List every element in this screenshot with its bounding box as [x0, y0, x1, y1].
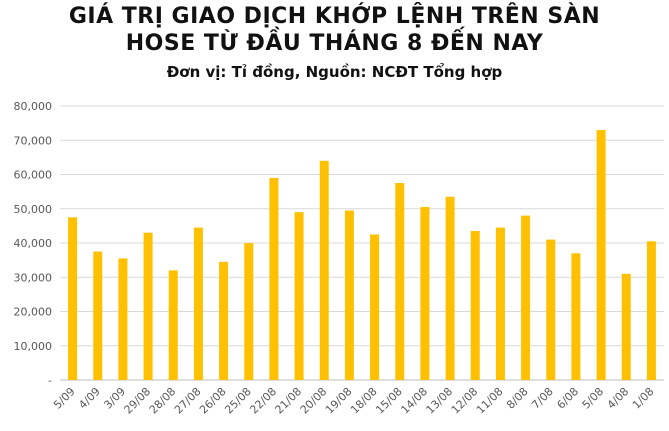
x-tick-label: 8/08 [504, 385, 531, 412]
y-axis-tick-labels: - 10,000 20,000 30,000 40,000 50,000 60,000 70,… [14, 100, 53, 387]
x-tick-label: 15/08 [373, 385, 405, 417]
bar [420, 207, 430, 380]
bar [495, 227, 505, 380]
chart-subtitle: Đơn vị: Tỉ đồng, Nguồn: NCĐT Tổng hợp [166, 63, 503, 81]
bar [93, 251, 103, 380]
bar [269, 177, 279, 380]
bar [470, 231, 480, 380]
y-tick-label: 10,000 [14, 340, 53, 353]
x-tick-label: 13/08 [424, 385, 456, 417]
bars [68, 129, 656, 380]
bar [621, 273, 631, 380]
bar [445, 196, 455, 380]
bar [168, 270, 178, 380]
bar [521, 215, 531, 380]
x-tick-label: 26/08 [197, 385, 229, 417]
bar [646, 241, 656, 380]
x-tick-label: 25/08 [222, 385, 254, 417]
bar [395, 183, 405, 380]
bar [143, 232, 153, 380]
y-tick-label: 60,000 [14, 169, 53, 182]
bar [344, 210, 354, 380]
chart-title-line2: HOSE TỪ ĐẦU THÁNG 8 ĐẾN NAY [125, 31, 544, 56]
chart-title-line1: GIÁ TRỊ GIAO DỊCH KHỚP LỆNH TRÊN SÀN [68, 4, 601, 29]
y-tick-label: 30,000 [14, 271, 53, 284]
bar [68, 217, 78, 380]
x-tick-label: 4/08 [605, 385, 632, 412]
y-tick-label: 20,000 [14, 306, 53, 319]
bar [118, 258, 128, 380]
bar [294, 212, 304, 380]
x-tick-label: 7/08 [529, 385, 556, 412]
bar [244, 243, 254, 380]
bar [370, 234, 380, 380]
y-tick-label: 70,000 [14, 134, 53, 147]
x-tick-label: 4/09 [76, 385, 103, 412]
x-tick-label: 11/08 [474, 385, 506, 417]
y-tick-label: 40,000 [14, 237, 53, 250]
bar [596, 129, 606, 380]
x-tick-label: 14/08 [398, 385, 430, 417]
x-tick-label: 22/08 [247, 385, 279, 417]
gridlines [60, 105, 664, 381]
x-tick-label: 1/08 [630, 385, 657, 412]
x-tick-label: 27/08 [172, 385, 204, 417]
x-tick-label: 29/08 [122, 385, 154, 417]
x-tick-label: 18/08 [348, 385, 380, 417]
x-tick-label: 21/08 [273, 385, 305, 417]
x-tick-label: 28/08 [147, 385, 179, 417]
bar [571, 253, 581, 380]
bar [193, 227, 203, 380]
y-tick-label: 50,000 [14, 203, 53, 216]
x-axis-tick-labels: 5/094/093/0929/0828/0827/0826/0825/0822/… [51, 385, 656, 417]
bar [546, 239, 556, 380]
y-tick-label: 80,000 [14, 100, 53, 113]
x-tick-label: 6/08 [554, 385, 581, 412]
x-tick-label: 5/09 [51, 385, 78, 412]
y-tick-label: - [48, 374, 52, 387]
x-tick-label: 5/08 [580, 385, 607, 412]
x-tick-label: 12/08 [449, 385, 481, 417]
x-tick-label: 20/08 [298, 385, 330, 417]
bar [219, 261, 229, 380]
bar [319, 160, 329, 380]
x-tick-label: 19/08 [323, 385, 355, 417]
